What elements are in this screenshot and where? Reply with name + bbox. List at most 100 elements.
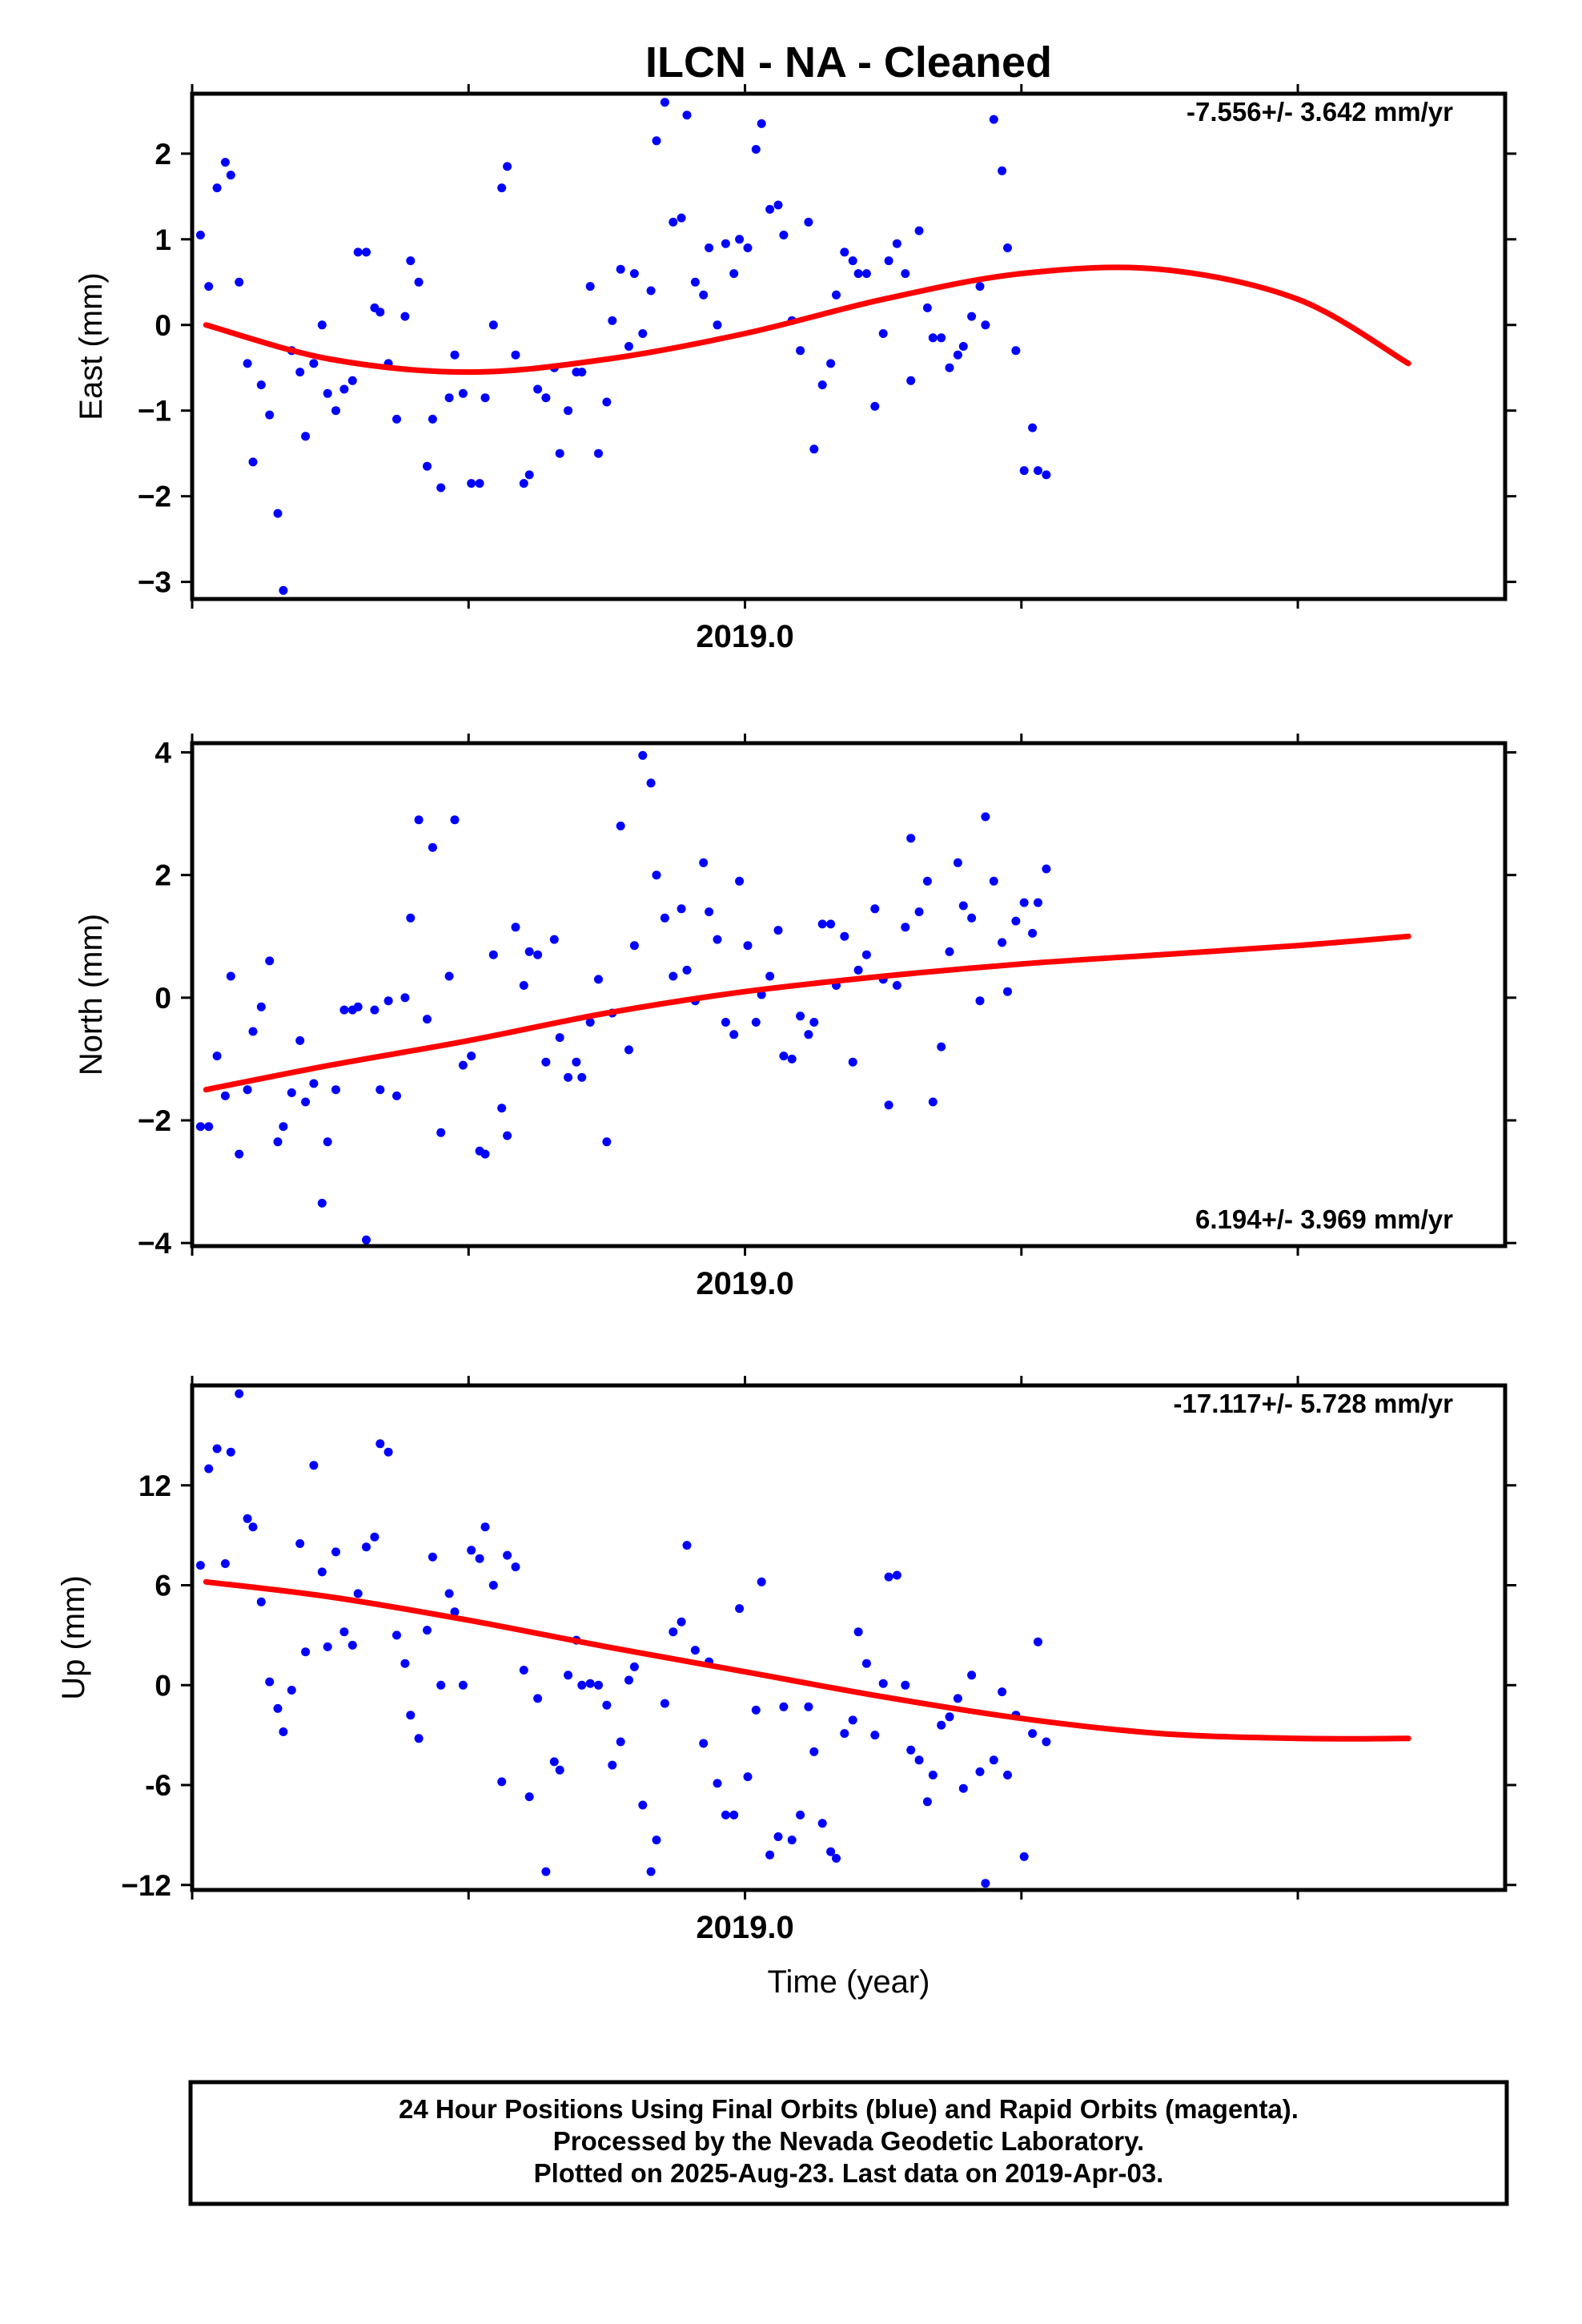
up-point [497, 1777, 507, 1787]
north-point [370, 1005, 379, 1015]
up-point [220, 1559, 230, 1568]
north-point [375, 1085, 385, 1095]
up-point [809, 1747, 819, 1756]
north-point [998, 938, 1007, 947]
north-point [624, 1045, 633, 1055]
north-point [906, 834, 916, 843]
north-point [937, 1042, 946, 1051]
north-point [524, 947, 534, 956]
east-x-tick-label: 2019.0 [696, 619, 793, 654]
east-point [317, 320, 327, 330]
east-point [220, 158, 230, 167]
up-point [301, 1647, 311, 1657]
east-point [503, 162, 512, 171]
up-point [967, 1671, 977, 1680]
north-point [928, 1097, 938, 1107]
north-fit-line [203, 933, 1411, 1093]
north-point [735, 876, 745, 886]
up-point [375, 1439, 385, 1449]
east-y-tick-label: −3 [138, 566, 171, 599]
up-point [729, 1810, 739, 1819]
up-point [937, 1720, 946, 1730]
north-point [914, 907, 924, 917]
north-point [853, 965, 863, 975]
east-point [826, 359, 836, 368]
up-point [652, 1835, 661, 1845]
north-point [383, 996, 393, 1006]
east-point [953, 350, 962, 360]
east-point [817, 380, 827, 390]
east-point [682, 111, 692, 120]
north-point [826, 919, 836, 929]
east-point [362, 247, 371, 257]
east-point [423, 461, 432, 471]
east-point [212, 183, 222, 193]
up-point [870, 1731, 880, 1740]
north-point [480, 1149, 490, 1159]
up-point [638, 1800, 648, 1810]
east-point [809, 444, 819, 454]
up-point [975, 1767, 985, 1776]
east-point [467, 479, 476, 489]
up-point [347, 1640, 357, 1650]
north-point [458, 1060, 468, 1070]
east-point [832, 290, 841, 300]
up-point [436, 1680, 446, 1690]
up-point [682, 1541, 692, 1550]
up-point [564, 1671, 573, 1680]
east-point [248, 457, 258, 467]
up-point [400, 1659, 410, 1668]
north-point [273, 1137, 283, 1147]
east-point [295, 368, 305, 377]
north-point [220, 1091, 230, 1100]
up-point [848, 1715, 857, 1725]
east-point [273, 509, 283, 518]
north-point [594, 975, 603, 984]
east-point [1019, 466, 1029, 476]
north-point [804, 1030, 813, 1039]
up-point [735, 1604, 745, 1614]
east-point [339, 384, 349, 394]
east-point [541, 393, 551, 403]
north-point [572, 1057, 581, 1067]
up-point [549, 1757, 559, 1767]
up-point [669, 1627, 678, 1637]
north-point [779, 1051, 789, 1061]
up-point [458, 1680, 468, 1690]
up-point [309, 1461, 319, 1470]
up-points [195, 1389, 1051, 1888]
up-frame [190, 1383, 1508, 1892]
east-point [922, 303, 932, 312]
north-frame [190, 741, 1508, 1248]
up-point [362, 1542, 371, 1552]
north-point [331, 1085, 340, 1095]
north-point [705, 907, 714, 917]
up-point [840, 1729, 849, 1739]
up-point [204, 1464, 214, 1474]
east-point [616, 264, 625, 274]
north-point [945, 947, 954, 956]
east-y-tick-label: 1 [155, 223, 171, 256]
up-point [660, 1699, 669, 1708]
north-point [450, 815, 460, 825]
north-y-tick-label: 2 [155, 859, 171, 892]
up-y-tick-label: 6 [155, 1570, 171, 1602]
east-point [265, 410, 275, 420]
up-point [428, 1552, 437, 1562]
east-y-tick-label: 0 [155, 309, 171, 342]
up-point [273, 1703, 283, 1713]
east-point [646, 286, 656, 296]
north-point [809, 1018, 819, 1027]
north-point [248, 1027, 258, 1036]
north-point [204, 1122, 214, 1132]
up-point [475, 1554, 484, 1563]
east-point [967, 312, 977, 321]
north-point [400, 993, 410, 1003]
east-point [608, 316, 617, 325]
north-point [503, 1131, 512, 1140]
east-point [638, 329, 648, 338]
up-point [287, 1686, 296, 1695]
footer-line-1: 24 Hour Positions Using Final Orbits (bl… [399, 2094, 1299, 2124]
east-point [279, 585, 288, 595]
up-point [511, 1562, 520, 1572]
